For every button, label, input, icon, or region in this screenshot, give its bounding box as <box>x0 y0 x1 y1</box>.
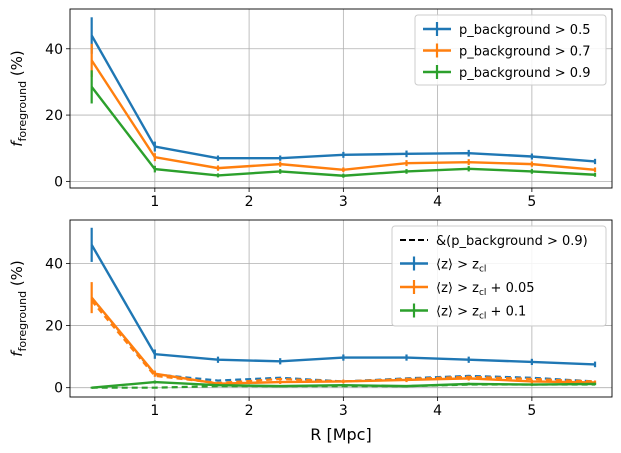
x-tick-label: 2 <box>245 194 254 210</box>
axes-frame <box>69 8 613 189</box>
x-tick-label: 4 <box>433 194 442 210</box>
dashed-series-line-2 <box>90 300 596 385</box>
legend-label: p_background > 0.9 <box>459 66 590 81</box>
x-tick-label: 3 <box>339 403 348 419</box>
x-tick-label: 4 <box>433 403 442 419</box>
legend: p_background > 0.5 p_background > 0.7 p_ba… <box>414 14 607 86</box>
x-tick-label: 1 <box>150 403 159 419</box>
series-3 <box>90 380 597 389</box>
legend-box <box>414 14 607 86</box>
legend-label: ⟨z⟩ > zcl <box>436 258 486 275</box>
axes-frame <box>69 219 613 398</box>
y-tick-label: 20 <box>45 319 63 335</box>
y-tick-label: 0 <box>54 174 63 190</box>
y-tick-label: 20 <box>45 108 63 124</box>
y-axis-label: fforeground (%) <box>8 260 29 357</box>
y-tick-label: 0 <box>54 381 63 397</box>
series-2 <box>90 282 597 386</box>
series-1 <box>90 227 597 368</box>
x-tick-label: 1 <box>150 194 159 210</box>
legend-label: ⟨z⟩ > zcl + 0.1 <box>436 305 526 322</box>
legend-box <box>391 225 607 327</box>
series-1 <box>90 17 597 165</box>
legend-label: &(p_background > 0.9) <box>436 234 588 249</box>
panel-2: 1 2 3 4 5 0 20 40 fforeground (%) R [Mpc] &(p_back… <box>8 219 613 444</box>
x-tick-label: 5 <box>527 403 536 419</box>
legend-label: p_background > 0.5 <box>459 23 590 38</box>
x-axis-label: R [Mpc] <box>310 425 371 444</box>
legend: &(p_background > 0.9) ⟨z⟩ > zcl ⟨z⟩ > zcl … <box>391 225 607 327</box>
legend-label: ⟨z⟩ > zcl + 0.05 <box>436 281 535 298</box>
panel-1: 1 2 3 4 5 0 20 40 fforeground (%) p_background > … <box>8 8 613 210</box>
x-tick-label: 5 <box>527 194 536 210</box>
y-tick-label: 40 <box>45 256 63 272</box>
legend-label: p_background > 0.7 <box>459 45 590 60</box>
y-tick-label: 40 <box>45 42 63 58</box>
x-tick-label: 3 <box>339 194 348 210</box>
series-3 <box>90 70 597 178</box>
y-axis-label: fforeground (%) <box>8 50 29 147</box>
x-tick-label: 2 <box>245 403 254 419</box>
